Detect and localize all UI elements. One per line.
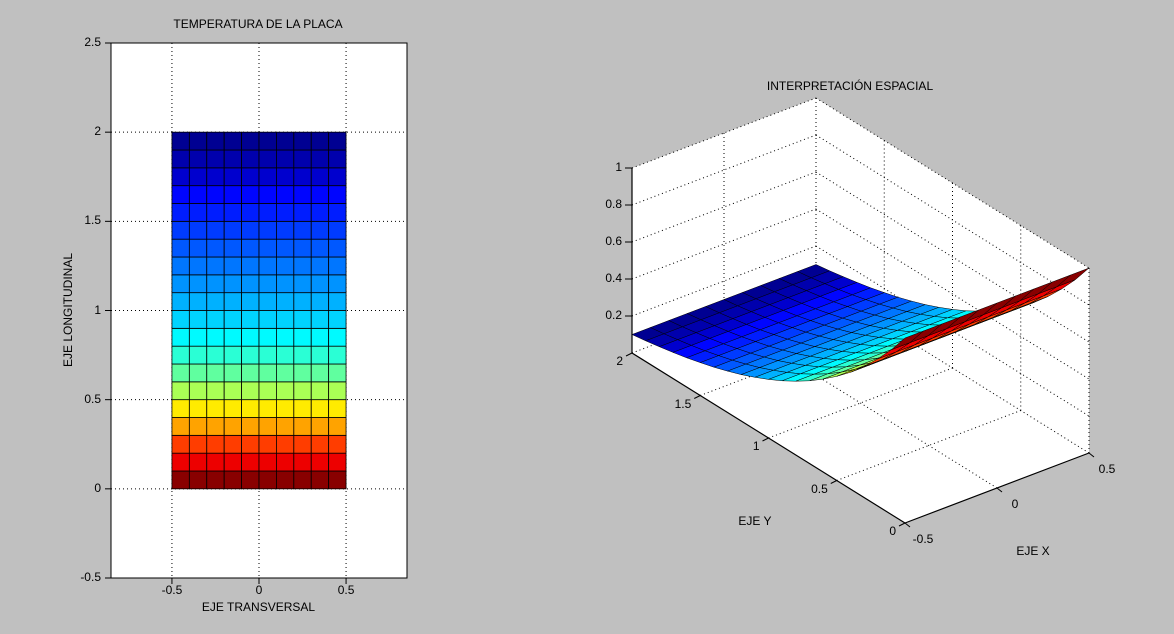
left-axes-box [105,42,408,584]
right-plot-ylabel: EJE Y [738,514,772,528]
tick-label: 0.5 [84,391,101,406]
left-plot-xlabel: EJE TRANSVERSAL [201,600,316,614]
left-heatmap-mesh [171,131,347,490]
tick-label: 0.5 [337,583,355,597]
tick-label: 0.8 [605,197,622,211]
tick-label: 0 [889,524,896,538]
tick-label: 0.6 [605,234,622,248]
tick-label: 2 [616,354,623,368]
tick-label: 0 [1011,497,1019,511]
tick-label: 2.5 [84,35,101,49]
left-plot-title: TEMPERATURA DE LA PLACA [173,17,343,31]
right-surface [631,264,1090,382]
tick-label: 1 [94,302,101,317]
tick-label: 0.2 [605,308,622,322]
tick-label: 2 [94,124,101,139]
tick-label: 0.5 [1098,462,1116,476]
tick-label: 1 [615,160,622,174]
tick-label: 0 [255,583,263,597]
tick-label: 0.4 [605,271,622,285]
tick-label: -0.5 [912,532,934,546]
tick-label: -0.5 [80,570,101,584]
right-plot-xlabel: EJE X [1016,544,1050,558]
tick-label: 1.5 [674,396,692,411]
right-axes-edges [625,167,1095,528]
tick-label: -0.5 [161,583,183,597]
tick-label: 1 [752,439,760,453]
right-plot-title: INTERPRETACIÓN ESPACIAL [766,79,934,93]
tick-label: 0 [94,480,101,495]
tick-label: 0.5 [811,481,828,496]
tick-label: 1.5 [84,213,101,228]
